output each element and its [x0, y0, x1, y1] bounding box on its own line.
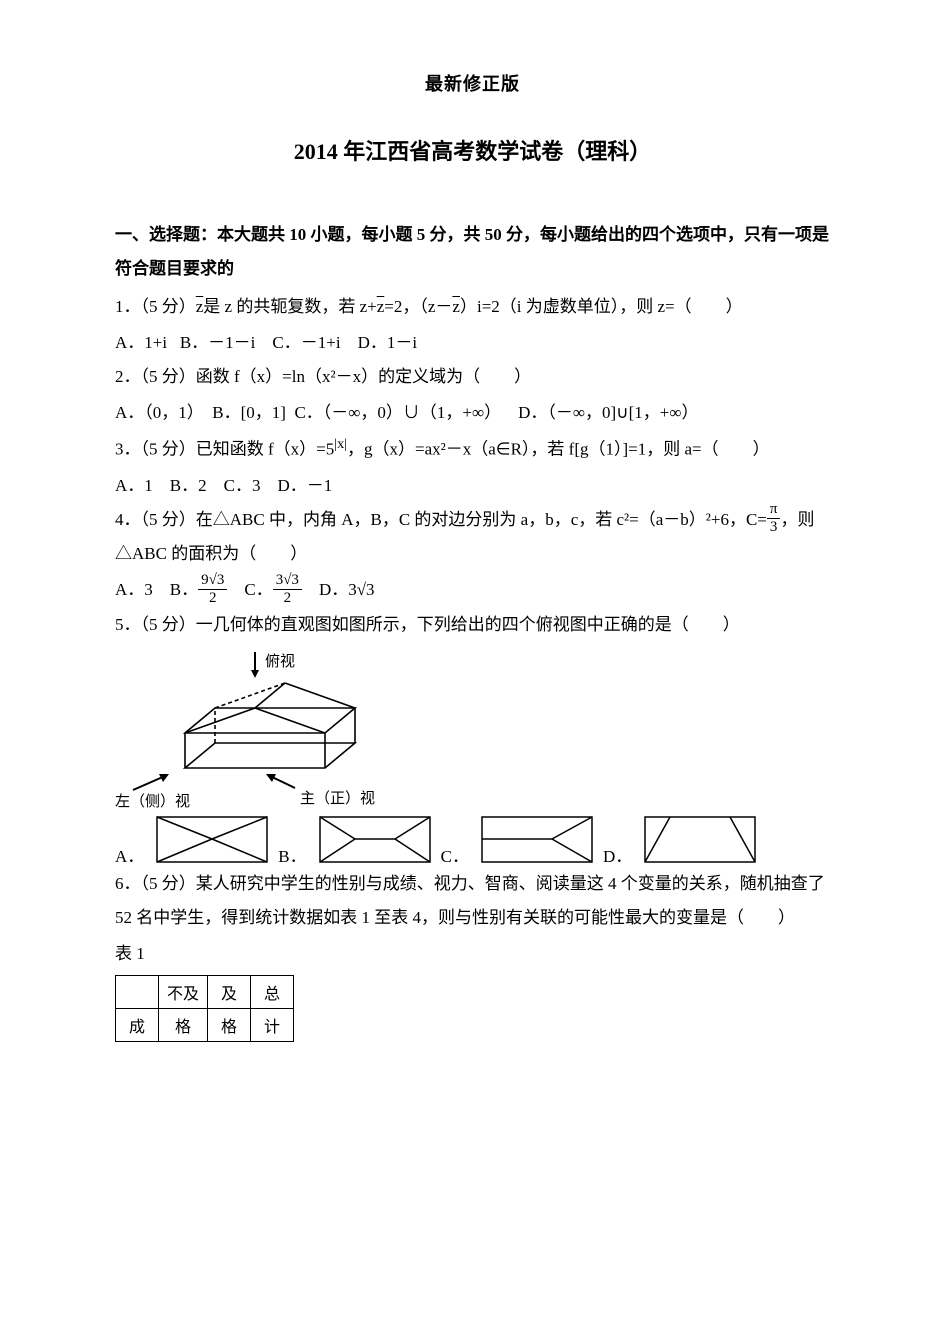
- q2-options: A．（0，1） B．[0，1] C．（－∞，0）∪（1，+∞） D．（－∞，0]…: [115, 396, 830, 430]
- cell: 不及: [159, 975, 208, 1008]
- q5-main-figure: 俯视 左（侧）视 主（正）视: [115, 648, 830, 808]
- q5-opt-b-label: B．: [278, 842, 306, 867]
- svg-text:俯视: 俯视: [265, 653, 295, 670]
- q5-opt-b-icon: [315, 812, 435, 867]
- q3-options: A．1 B．2 C．3 D．－1: [115, 469, 830, 503]
- q5-opt-c-icon: [477, 812, 597, 867]
- header-note: 最新修正版: [115, 70, 830, 96]
- cell: 计: [251, 1008, 294, 1041]
- question-3: 3．（5 分）已知函数 f（x）=5|x|，g（x）=ax²－x（a∈R），若 …: [115, 430, 830, 467]
- q4-b-den: 2: [198, 590, 227, 606]
- q4-frac-c: π3: [767, 502, 781, 535]
- q4-opt-c-pre: C．: [244, 580, 272, 599]
- q4-frac-den: 3: [767, 519, 781, 535]
- cell: 格: [159, 1008, 208, 1041]
- q1-stem-d: ）i=2（i 为虚数单位），则 z=（ ）: [460, 297, 743, 316]
- q2-opt-d: D．（－∞，0]∪[1，+∞）: [518, 403, 698, 422]
- cell: 及: [208, 975, 251, 1008]
- question-1: 1．（5 分）z是 z 的共轭复数，若 z+z=2，（z－z）i=2（i 为虚数…: [115, 290, 830, 324]
- question-6: 6．（5 分）某人研究中学生的性别与成绩、视力、智商、阅读量这 4 个变量的关系…: [115, 867, 830, 935]
- question-4: 4．（5 分）在△ABC 中，内角 A，B，C 的对边分别为 a，b，c，若 c…: [115, 503, 830, 572]
- q5-option-figures: A． B． C． D．: [115, 812, 830, 867]
- question-5: 5．（5 分）一几何体的直观图如图所示，下列给出的四个俯视图中正确的是（ ）: [115, 608, 830, 642]
- q1-stem-b: 是 z 的共轭复数，若 z+: [203, 297, 376, 316]
- q4-opt-b-frac: 9√32: [198, 573, 227, 606]
- q2-opt-c: C．（－∞，0）∪（1，+∞）: [294, 403, 501, 422]
- q5-opt-d-icon: [640, 812, 760, 867]
- q1-options: A．1+i B．－1－i C．－1+i D．1－i: [115, 326, 830, 360]
- q5-opt-a-label: A．: [115, 842, 144, 867]
- q4-stem-a: 4．（5 分）在△ABC 中，内角 A，B，C 的对边分别为 a，b，c，若 c…: [115, 510, 767, 529]
- z-bar-3: z: [452, 297, 460, 316]
- q6-table-label: 表 1: [115, 937, 830, 971]
- q4-opt-b-pre: B．: [170, 580, 198, 599]
- cell: 格: [208, 1008, 251, 1041]
- q1-stem-a: 1．（5 分）: [115, 297, 196, 316]
- q1-opt-d: D．1－i: [358, 333, 418, 352]
- q1-opt-c: C．－1+i: [272, 333, 340, 352]
- q2-opt-b: B．[0，1]: [212, 403, 286, 422]
- q6-table-1: 不及 及 总 成 格 格 计: [115, 975, 294, 1042]
- q3-opt-d: D．－1: [277, 476, 332, 495]
- q5-opt-a-icon: [152, 812, 272, 867]
- q4-opt-a: A．3: [115, 580, 153, 599]
- q4-b-num: 9√3: [198, 573, 227, 590]
- q3-stem-b: ，g（x）=ax²－x（a∈R），若 f[g（1）]=1，则 a=（ ）: [347, 440, 770, 459]
- q4-options: A．3 B．9√32 C．3√32 D．3√3: [115, 573, 830, 608]
- q3-opt-a: A．1: [115, 476, 153, 495]
- q4-opt-c-frac: 3√32: [273, 573, 302, 606]
- q5-opt-c-label: C．: [441, 842, 469, 867]
- q3-opt-c: C．3: [224, 476, 261, 495]
- cell: 成: [116, 1008, 159, 1041]
- section-instructions: 一、选择题：本大题共 10 小题，每小题 5 分，共 50 分，每小题给出的四个…: [115, 218, 830, 286]
- q1-stem-c: =2，（z－: [384, 297, 452, 316]
- q1-opt-b: B．－1－i: [180, 333, 256, 352]
- exam-page: 最新修正版 2014 年江西省高考数学试卷（理科） 一、选择题：本大题共 10 …: [0, 0, 945, 1337]
- q4-frac-num: π: [767, 502, 781, 519]
- question-2: 2．（5 分）函数 f（x）=ln（x²－x）的定义域为（ ）: [115, 360, 830, 394]
- q4-c-den: 2: [273, 590, 302, 606]
- table-row: 成 格 格 计: [116, 1008, 294, 1041]
- table-row: 不及 及 总: [116, 975, 294, 1008]
- solid-3d-icon: 俯视 左（侧）视 主（正）视: [115, 648, 405, 808]
- cell: [116, 975, 159, 1008]
- q3-opt-b: B．2: [170, 476, 207, 495]
- q4-opt-d: D．3√3: [319, 580, 375, 599]
- q2-opt-a: A．（0，1）: [115, 403, 204, 422]
- cell: 总: [251, 975, 294, 1008]
- q5-opt-d-label: D．: [603, 842, 632, 867]
- page-title: 2014 年江西省高考数学试卷（理科）: [115, 134, 830, 166]
- q4-c-num: 3√3: [273, 573, 302, 590]
- q3-superscript: |x|: [334, 436, 347, 452]
- svg-text:左（侧）视: 左（侧）视: [115, 793, 190, 808]
- svg-text:主（正）视: 主（正）视: [300, 790, 375, 807]
- q1-opt-a: A．1+i: [115, 333, 167, 352]
- q3-stem-a: 3．（5 分）已知函数 f（x）=5: [115, 440, 334, 459]
